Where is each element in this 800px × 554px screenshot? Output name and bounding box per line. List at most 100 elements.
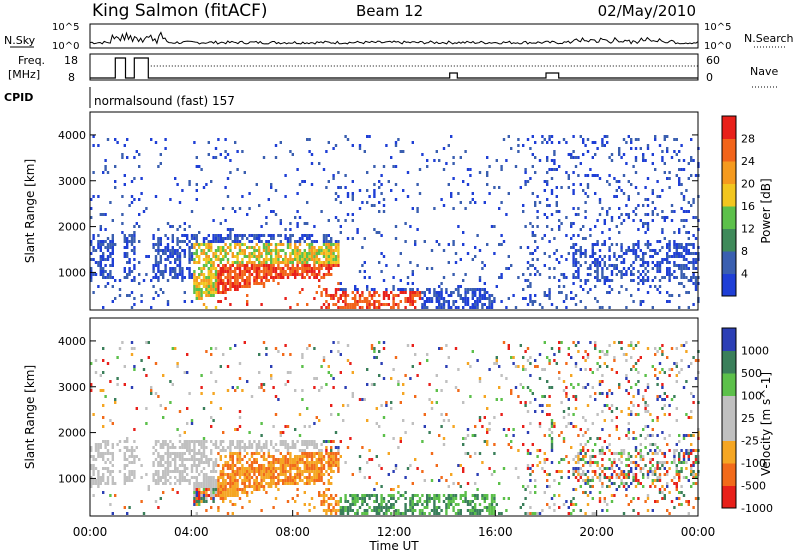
rti-cell bbox=[255, 482, 258, 485]
rti-cell bbox=[378, 350, 381, 353]
rti-cell bbox=[313, 482, 316, 485]
rti-cell bbox=[238, 273, 242, 276]
rti-cell bbox=[553, 509, 556, 512]
rti-cell bbox=[603, 264, 606, 267]
rti-cell bbox=[253, 458, 256, 461]
rti-cell bbox=[457, 503, 460, 506]
rti-cell bbox=[193, 482, 196, 485]
rti-cell bbox=[193, 440, 196, 443]
rti-cell bbox=[483, 440, 486, 443]
rti-cell bbox=[200, 461, 203, 464]
rti-cell bbox=[159, 458, 162, 461]
rti-cell bbox=[325, 440, 328, 443]
rti-cell bbox=[452, 273, 455, 276]
rti-cell bbox=[181, 189, 184, 192]
rti-cell bbox=[243, 443, 246, 446]
rti-cell bbox=[231, 485, 234, 488]
rti-cell bbox=[584, 216, 587, 219]
rti-cell bbox=[404, 476, 407, 479]
rti-cell bbox=[392, 294, 395, 297]
rti-cell bbox=[373, 509, 376, 512]
rti-cell bbox=[289, 452, 292, 455]
rti-cell bbox=[150, 306, 153, 309]
rti-cell bbox=[346, 195, 350, 198]
rti-cell bbox=[625, 252, 628, 255]
rti-cell bbox=[111, 470, 114, 473]
rti-cell bbox=[579, 135, 582, 138]
rti-cell bbox=[678, 177, 681, 180]
rti-cell bbox=[284, 297, 287, 300]
rti-cell bbox=[550, 168, 554, 171]
rti-cell bbox=[274, 482, 278, 485]
rti-cell bbox=[258, 240, 261, 243]
rti-cell bbox=[270, 443, 273, 446]
rti-cell bbox=[229, 500, 232, 503]
rti-cell bbox=[351, 213, 354, 216]
rti-cell bbox=[123, 174, 126, 177]
rti-cell bbox=[351, 219, 354, 222]
rti-cell bbox=[622, 470, 626, 473]
rti-cell bbox=[546, 159, 549, 162]
rti-cell bbox=[279, 431, 282, 434]
rti-cell bbox=[111, 249, 114, 252]
rti-cell bbox=[123, 246, 126, 249]
rti-cell bbox=[598, 500, 602, 503]
rti-cell bbox=[687, 231, 690, 234]
rti-cell bbox=[210, 371, 213, 374]
rti-cell bbox=[591, 141, 594, 144]
rti-cell bbox=[214, 273, 218, 276]
rti-cell bbox=[279, 243, 282, 246]
rti-cell bbox=[229, 449, 232, 452]
rti-cell bbox=[298, 267, 302, 270]
rti-cell bbox=[157, 228, 160, 231]
rti-cell bbox=[262, 258, 266, 261]
rti-cell bbox=[116, 356, 119, 359]
rti-cell bbox=[546, 225, 549, 228]
rti-cell bbox=[625, 476, 628, 479]
rti-cell bbox=[214, 306, 218, 309]
rti-cell bbox=[646, 264, 650, 267]
rti-cell bbox=[152, 243, 155, 246]
rti-cell bbox=[126, 449, 129, 452]
rti-cell bbox=[332, 452, 335, 455]
rti-cell bbox=[178, 201, 182, 204]
rti-cell bbox=[586, 404, 590, 407]
rti-cell bbox=[591, 252, 594, 255]
rti-cell bbox=[195, 476, 198, 479]
rti-cell bbox=[632, 273, 635, 276]
rti-cell bbox=[601, 428, 604, 431]
rti-cell bbox=[195, 452, 198, 455]
rti-cell bbox=[123, 440, 126, 443]
rti-cell bbox=[320, 443, 323, 446]
rti-cell bbox=[248, 273, 251, 276]
rti-cell bbox=[250, 261, 254, 264]
rti-cell bbox=[183, 467, 186, 470]
rti-cell bbox=[493, 252, 496, 255]
rti-cell bbox=[296, 467, 299, 470]
rti-cell bbox=[447, 419, 450, 422]
rti-cell bbox=[642, 264, 645, 267]
rti-cell bbox=[433, 503, 436, 506]
rti-cell bbox=[615, 273, 618, 276]
rti-cell bbox=[176, 470, 179, 473]
rti-cell bbox=[198, 440, 201, 443]
rti-cell bbox=[534, 512, 537, 515]
rti-cell bbox=[397, 138, 400, 141]
rti-cell bbox=[567, 252, 570, 255]
rti-cell bbox=[178, 261, 182, 264]
rti-cell bbox=[690, 159, 693, 162]
rti-cell bbox=[445, 413, 448, 416]
rti-cell bbox=[217, 246, 220, 249]
rti-cell bbox=[351, 192, 354, 195]
rti-cell bbox=[130, 249, 134, 252]
rti-cell bbox=[279, 141, 282, 144]
rti-cell bbox=[493, 443, 496, 446]
rti-cell bbox=[430, 401, 434, 404]
rti-cell bbox=[178, 482, 182, 485]
rti-cell bbox=[639, 452, 642, 455]
rti-cell bbox=[171, 240, 174, 243]
rti-cell bbox=[447, 294, 450, 297]
rti-cell bbox=[337, 249, 340, 252]
rti-cell bbox=[236, 273, 239, 276]
rti-cell bbox=[200, 443, 203, 446]
